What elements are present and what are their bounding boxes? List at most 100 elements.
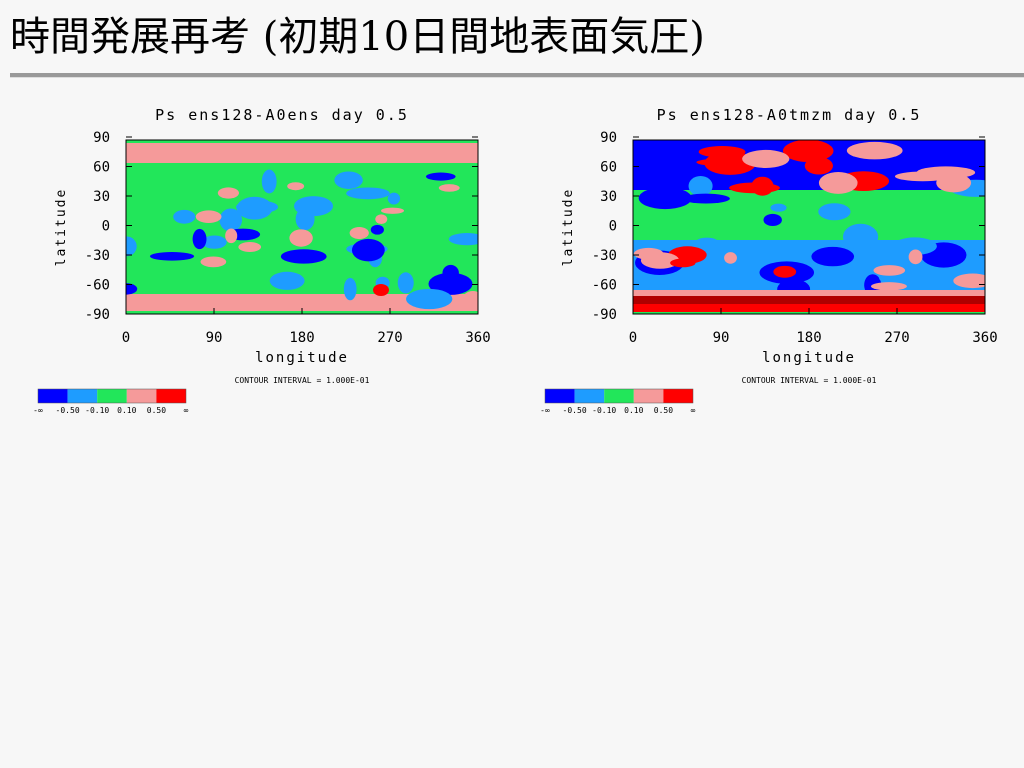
x-tick-label: 270 bbox=[884, 330, 909, 346]
y-tick-label: -30 bbox=[85, 248, 110, 264]
contour-region bbox=[346, 187, 390, 200]
contour-region bbox=[280, 249, 327, 264]
contour-region bbox=[202, 235, 227, 249]
contour-region bbox=[953, 273, 985, 289]
contour-region bbox=[200, 256, 227, 268]
contour-region bbox=[751, 176, 774, 196]
contour-region bbox=[873, 265, 906, 276]
contour-region bbox=[633, 247, 664, 260]
legend-label: -0.10 bbox=[85, 406, 109, 415]
legend-label: 0.10 bbox=[117, 406, 136, 415]
contour-interval: CONTOUR INTERVAL = 1.000E-01 bbox=[742, 376, 877, 385]
contour-region bbox=[261, 169, 277, 194]
contour-region bbox=[846, 141, 903, 160]
y-tick-label: -90 bbox=[85, 307, 110, 323]
contour-region bbox=[217, 187, 239, 199]
y-axis-label: latitude bbox=[54, 188, 69, 267]
contour-region bbox=[370, 224, 384, 235]
contour-region bbox=[126, 143, 478, 163]
legend-label: -0.10 bbox=[592, 406, 616, 415]
contour-region bbox=[387, 192, 401, 205]
x-tick-label: 180 bbox=[289, 330, 314, 346]
x-tick-label: 180 bbox=[796, 330, 821, 346]
legend-label: ∞ bbox=[691, 406, 696, 415]
y-axis-label: latitude bbox=[561, 188, 576, 267]
contour-region bbox=[287, 182, 305, 191]
legend-label: -0.50 bbox=[56, 406, 80, 415]
x-tick-label: 0 bbox=[122, 330, 130, 346]
x-tick-label: 90 bbox=[713, 330, 730, 346]
y-tick-label: -60 bbox=[85, 278, 110, 294]
contour-region bbox=[343, 277, 357, 301]
legend-frame bbox=[37, 388, 187, 404]
contour-region bbox=[842, 223, 879, 250]
contour-region bbox=[334, 171, 363, 189]
contour-region bbox=[149, 252, 195, 261]
legend-swatch bbox=[633, 389, 664, 403]
y-tick-label: 0 bbox=[609, 219, 617, 235]
x-tick-label: 90 bbox=[206, 330, 223, 346]
y-tick-label: -60 bbox=[592, 278, 617, 294]
x-tick-label: 0 bbox=[629, 330, 637, 346]
legend-label: -0.50 bbox=[563, 406, 587, 415]
legend-label: -∞ bbox=[33, 406, 43, 415]
contour-region bbox=[195, 210, 222, 224]
x-tick-label: 360 bbox=[465, 330, 490, 346]
contour-region bbox=[373, 284, 389, 296]
y-tick-label: 90 bbox=[93, 130, 110, 146]
legend-swatch bbox=[67, 389, 98, 403]
contour-region bbox=[681, 193, 730, 204]
contour-region bbox=[126, 236, 137, 257]
contour-region bbox=[192, 228, 207, 250]
legend-swatch bbox=[126, 389, 157, 403]
legend-label: 0.10 bbox=[624, 406, 643, 415]
contour-region bbox=[773, 265, 797, 278]
contour-region bbox=[638, 187, 692, 210]
contour-region bbox=[662, 170, 680, 190]
y-tick-label: -30 bbox=[592, 248, 617, 264]
contour-region bbox=[462, 290, 478, 308]
contour-region bbox=[724, 252, 737, 264]
map bbox=[126, 140, 478, 314]
contour-region bbox=[349, 227, 369, 240]
legend-label: 0.50 bbox=[147, 406, 166, 415]
contour-region bbox=[670, 258, 696, 268]
contour-region bbox=[173, 209, 196, 224]
x-axis-label: longitude bbox=[762, 350, 856, 366]
legend-label: -∞ bbox=[540, 406, 550, 415]
y-tick-label: -90 bbox=[592, 307, 617, 323]
contour-region bbox=[818, 203, 851, 221]
legend-swatch bbox=[97, 389, 127, 403]
contour-region bbox=[126, 283, 138, 295]
contour-region bbox=[742, 149, 790, 168]
panel-title: Ps ens128-A0tmzm day 0.5 bbox=[657, 106, 922, 124]
legend-frame bbox=[544, 388, 694, 404]
legend-swatch bbox=[663, 389, 693, 403]
contour-region bbox=[126, 294, 478, 311]
contour-region bbox=[238, 242, 262, 253]
contour-region bbox=[406, 288, 453, 310]
contour-region bbox=[381, 207, 405, 214]
contour-region bbox=[236, 196, 273, 220]
legend-swatch bbox=[574, 389, 605, 403]
contour-region bbox=[438, 184, 460, 192]
slide-title: 時間発展再考 (初期10日間地表面気圧) bbox=[10, 14, 705, 60]
y-tick-label: 30 bbox=[93, 189, 110, 205]
contour-interval: CONTOUR INTERVAL = 1.000E-01 bbox=[235, 376, 370, 385]
panel-title: Ps ens128-A0ens day 0.5 bbox=[155, 106, 409, 124]
y-tick-label: 60 bbox=[600, 160, 617, 176]
contour-region bbox=[375, 214, 388, 225]
legend-swatch bbox=[38, 389, 68, 403]
legend-label: ∞ bbox=[184, 406, 189, 415]
legend-swatch bbox=[156, 389, 186, 403]
contour-region bbox=[698, 146, 746, 158]
legend-swatch bbox=[604, 389, 634, 403]
x-axis-label: longitude bbox=[255, 350, 349, 366]
y-tick-label: 90 bbox=[600, 130, 617, 146]
contour-region bbox=[397, 272, 414, 294]
contour-region bbox=[916, 263, 973, 280]
legend-label: 0.50 bbox=[654, 406, 673, 415]
contour-region bbox=[295, 207, 315, 231]
